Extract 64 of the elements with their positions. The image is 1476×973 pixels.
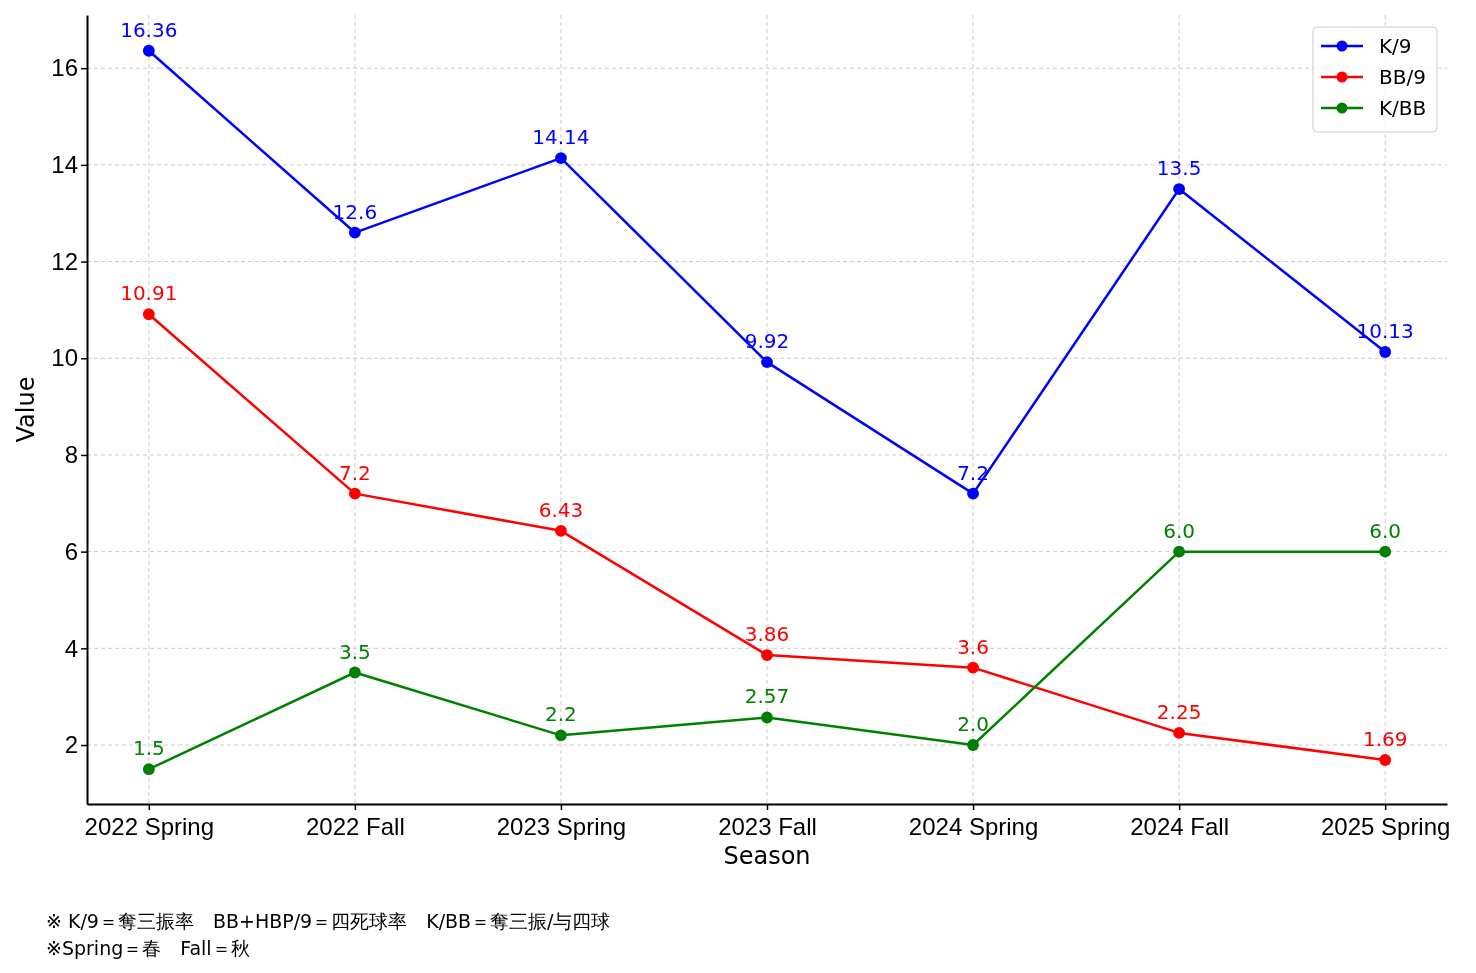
y-tick-label: 6 [64,537,78,565]
x-tick-label: 2023 Fall [718,812,817,840]
data-label: 12.6 [332,199,378,224]
data-label: 2.25 [1156,699,1202,724]
data-label: 10.91 [120,281,178,306]
data-label: 1.69 [1362,727,1408,752]
point [1173,545,1186,558]
data-label: 6.0 [1163,518,1196,543]
y-tick-label: 14 [51,151,78,179]
y-tick-label: 4 [64,634,78,662]
y-tick-label: 16 [51,54,78,82]
data-label: 1.5 [132,736,165,761]
data-label: 6.43 [538,497,584,522]
data-label: 3.86 [744,622,790,647]
point [348,487,361,500]
point [761,649,773,661]
point [1379,754,1392,766]
x-axis-title: Season [723,842,811,870]
point [967,487,979,500]
point [1173,183,1186,195]
data-label: 3.5 [338,639,371,664]
data-label: 16.36 [120,17,178,42]
point [761,711,773,724]
legend-label: BB/9 [1379,65,1426,89]
point [1173,727,1186,739]
data-label: 3.6 [957,634,989,659]
point [761,356,773,369]
point [555,524,567,537]
y-tick-label: 8 [64,441,78,469]
data-label: 13.5 [1156,156,1202,181]
x-tick-label: 2023 Spring [496,812,627,840]
point [555,729,567,742]
text: ※ K/9＝奪三振率 BB+HBP/9＝四死球率 K/BB＝奪三振/与四球 [46,910,611,932]
data-label: 10.13 [1356,318,1414,343]
point [142,308,155,321]
x-tick-label: 2022 Spring [84,812,215,840]
y-tick-label: 12 [51,247,78,275]
y-axis-title: Value [12,376,40,443]
point [348,226,361,239]
point [1379,545,1392,558]
x-tick-label: 2022 Fall [306,812,405,840]
y-tick-label: 2 [64,731,78,759]
data-label: 2.2 [545,702,577,727]
point [555,152,567,165]
data-label: 9.92 [744,329,790,354]
x-tick-label: 2025 Spring [1320,812,1451,840]
data-label: 6.0 [1369,518,1402,543]
point [348,666,361,679]
point [142,44,155,57]
data-label: 2.57 [744,684,790,709]
data-label: 7.2 [957,460,989,485]
point [967,661,979,674]
point [967,739,979,751]
x-tick-label: 2024 Fall [1130,812,1229,840]
legend-label: K/BB [1379,96,1427,120]
legend-label: K/9 [1379,34,1412,58]
text: ※Spring＝春 Fall＝秋 [46,937,250,959]
data-label: 14.14 [532,125,590,150]
data-label: 2.0 [957,712,989,737]
y-tick-label: 10 [51,344,78,372]
x-tick-label: 2024 Spring [908,812,1039,840]
data-label: 7.2 [338,460,371,485]
point [1379,346,1392,358]
point [142,763,155,776]
